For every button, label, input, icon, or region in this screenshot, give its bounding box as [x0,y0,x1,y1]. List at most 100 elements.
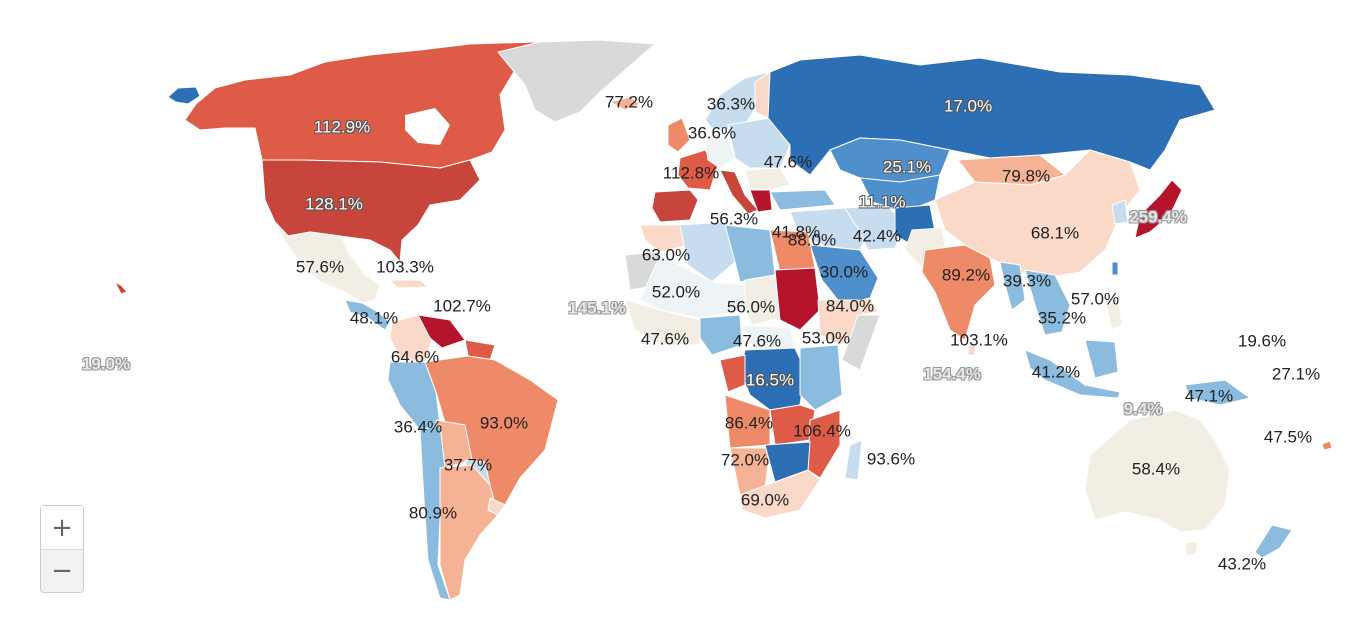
country-value-label: 57.6% [295,257,345,277]
country-value-label: 53.0% [801,328,851,348]
country-east-africa[interactable] [799,344,843,411]
country-borneo[interactable] [1084,339,1119,379]
country-japan[interactable] [1134,179,1183,239]
country-png[interactable] [1184,379,1251,406]
zoom-in-button[interactable]: + [41,506,83,549]
country-value-label: 9.4% [1123,399,1163,419]
country-value-label: 16.5% [745,370,795,390]
country-value-label: 36.3% [706,94,756,114]
country-value-label: 36.6% [687,123,737,143]
country-value-label: 259.4% [1129,207,1187,227]
country-indochina[interactable] [1024,269,1071,336]
country-value-label: 56.0% [726,297,776,317]
country-mexico[interactable] [274,221,381,304]
country-value-label: 93.6% [866,449,916,469]
country-value-label: 154.4% [923,364,981,384]
country-value-label: 47.6% [640,329,690,349]
country-value-label: 102.7% [433,296,491,316]
country-value-label: 69.0% [740,490,790,510]
country-uruguay[interactable] [487,497,506,516]
country-value-label: 86.4% [724,413,774,433]
country-value-label: 88.0% [787,230,837,250]
country-value-label: 63.0% [641,245,691,265]
country-value-label: 42.4% [852,226,902,246]
country-spain[interactable] [651,189,699,223]
zoom-controls: + − [40,505,84,593]
country-cuba[interactable] [389,279,429,289]
country-iran[interactable] [844,204,906,251]
country-value-label: 27.1% [1271,364,1321,384]
country-balkans[interactable] [744,167,791,191]
country-value-label: 37.7% [443,455,493,475]
country-value-label: 68.1% [1030,223,1080,243]
country-value-label: 30.0% [819,262,869,282]
country-value-label: 41.8% [771,222,821,242]
country-taiwan[interactable] [1111,261,1119,276]
country-value-label: 41.2% [1031,362,1081,382]
country-value-label: 84.0% [825,296,875,316]
country-value-label: 112.8% [662,163,720,183]
country-value-label: 93.0% [479,413,529,433]
country-west-africa[interactable] [624,299,701,346]
country-madagascar[interactable] [844,439,863,481]
country-korea[interactable] [1111,199,1129,225]
country-sudan[interactable] [774,267,821,331]
country-morocco[interactable] [639,224,689,253]
country-value-label: 56.3% [709,209,759,229]
country-chad[interactable] [744,274,781,326]
country-libya[interactable] [724,224,776,283]
country-value-label: 128.1% [305,194,363,214]
country-central-america[interactable] [344,299,391,331]
country-value-label: 112.9% [313,117,371,137]
country-value-label: 72.0% [720,450,770,470]
country-myanmar[interactable] [999,261,1026,311]
country-value-label: 57.0% [1070,289,1120,309]
country-value-label: 17.0% [943,96,993,116]
country-value-label: 11.1% [858,192,906,212]
country-value-label: 52.0% [651,282,701,302]
hudson-bay [405,108,450,145]
country-value-label: 89.2% [941,265,991,285]
country-mali-niger[interactable] [639,254,746,319]
country-greenland[interactable] [497,39,656,123]
country-fiji[interactable] [1321,440,1333,451]
country-somalia[interactable] [841,314,881,371]
country-value-label: 103.1% [950,330,1008,350]
zoom-out-button[interactable]: − [41,549,83,592]
country-value-label: 106.4% [793,421,851,441]
country-hawaii[interactable] [114,281,128,295]
country-south-africa[interactable] [739,469,821,519]
country-tasmania[interactable] [1184,541,1199,556]
country-argentina[interactable] [439,464,499,601]
country-value-label: 25.1% [882,157,932,177]
country-value-label: 47.6% [732,331,782,351]
country-philippines[interactable] [1104,297,1123,331]
country-value-label: 48.1% [349,308,399,328]
country-greece[interactable] [749,189,773,213]
country-germany[interactable] [704,137,736,169]
country-sri-lanka[interactable] [967,344,976,356]
country-gabon-congo[interactable] [719,354,746,393]
country-value-label: 80.9% [408,503,458,523]
country-venezuela[interactable] [417,314,466,349]
country-mozambique[interactable] [807,409,841,479]
country-value-label: 58.4% [1131,459,1181,479]
country-turkey[interactable] [769,189,836,211]
country-alaska[interactable] [167,86,201,105]
country-value-label: 36.4% [393,417,443,437]
country-value-label: 77.2% [604,92,654,112]
country-value-label: 64.6% [390,347,440,367]
country-sumatra-java[interactable] [1024,349,1121,399]
country-value-label: 79.8% [1001,166,1051,186]
country-algeria[interactable] [679,221,736,283]
country-iceland[interactable] [609,96,641,111]
country-value-label: 145.1% [568,298,626,318]
country-canada[interactable] [184,41,536,169]
country-india[interactable] [921,244,996,341]
country-uk[interactable] [667,117,691,153]
country-value-label: 19.6% [1237,331,1287,351]
country-new-zealand[interactable] [1254,524,1293,559]
country-australia[interactable] [1084,409,1231,533]
